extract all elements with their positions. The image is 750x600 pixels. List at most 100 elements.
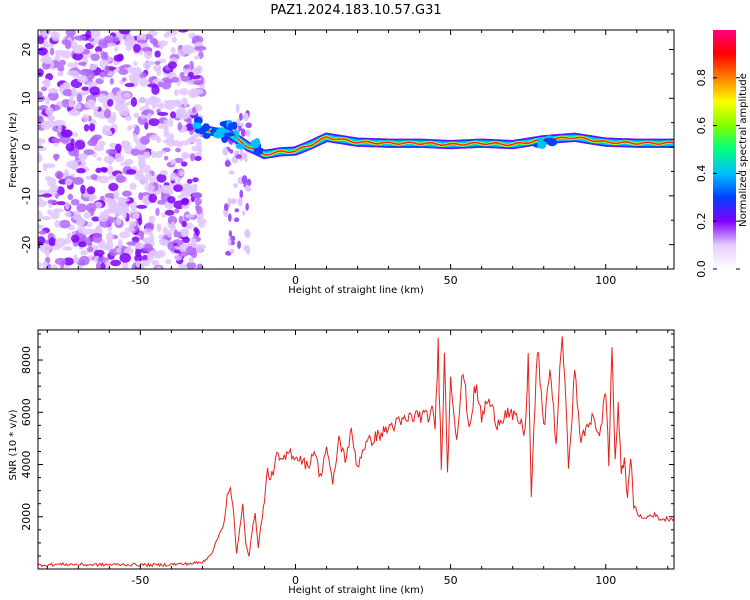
noise-blob (122, 140, 131, 148)
spectrogram-y-axis-label: Frequency (Hz) (8, 112, 19, 188)
spectrogram-plot-area (38, 30, 674, 269)
noise-blob (177, 263, 188, 269)
noise-blob (42, 43, 54, 48)
x-tick-label: 100 (595, 274, 616, 287)
noise-blob (38, 195, 43, 203)
noise-blob (73, 254, 78, 264)
noise-blob (88, 240, 93, 247)
noise-blob (99, 59, 108, 68)
noise-blob (174, 89, 180, 97)
noise-blob (239, 122, 245, 128)
noise-blob (144, 184, 155, 192)
noise-blob (100, 51, 106, 60)
noise-blob (138, 192, 144, 201)
noise-blob (155, 207, 160, 217)
noise-blob (122, 92, 132, 99)
noise-blob (151, 104, 156, 110)
spectrogram-x-axis-label: Height of straight line (km) (288, 285, 424, 296)
noise-blob (180, 229, 188, 238)
noise-blob (134, 125, 140, 135)
noise-blob (163, 32, 170, 39)
noise-blob (38, 142, 42, 147)
noise-blob (85, 30, 92, 40)
noise-blob (67, 70, 79, 77)
noise-blob (235, 154, 242, 159)
noise-blob (163, 119, 169, 127)
colorbar-tick-label: 0.6 (695, 117, 708, 135)
noise-blob (77, 61, 87, 66)
noise-blob (191, 88, 204, 95)
noise-blob (194, 244, 204, 253)
noise-blob (187, 118, 192, 126)
noise-blob (64, 211, 72, 217)
noise-blob (167, 215, 178, 225)
noise-blob (95, 167, 102, 174)
noise-blob (117, 208, 130, 213)
noise-blob (98, 140, 106, 147)
noise-blob (245, 202, 249, 211)
noise-blob (86, 186, 96, 195)
noise-blob (139, 77, 149, 88)
noise-blob (124, 227, 136, 233)
noise-blob (245, 245, 251, 255)
noise-blob (148, 215, 156, 224)
noise-blob (54, 257, 67, 266)
noise-blob (66, 232, 72, 239)
noise-blob (167, 196, 176, 204)
noise-blob (67, 193, 74, 201)
noise-blob (140, 47, 153, 52)
colorbar-tick-label: 0.0 (695, 260, 708, 278)
y-tick-label: 2000 (20, 503, 33, 531)
noise-blob (177, 106, 185, 115)
noise-blob (229, 149, 234, 154)
noise-blob (64, 202, 70, 210)
noise-blob (151, 150, 157, 159)
noise-blob (229, 248, 235, 254)
noise-blob (155, 103, 166, 108)
noise-blob (87, 37, 95, 42)
noise-blob (136, 39, 148, 44)
noise-blob (74, 35, 87, 41)
noise-blob (125, 44, 132, 51)
noise-blob (158, 124, 169, 129)
y-tick-label: 20 (20, 43, 33, 57)
noise-blob (246, 178, 252, 187)
noise-blob (121, 190, 132, 197)
noise-blob (38, 106, 44, 111)
noise-blob (243, 115, 248, 121)
noise-blob (76, 217, 86, 227)
noise-blob (140, 114, 147, 120)
noise-blob (111, 111, 117, 122)
noise-blob (97, 175, 109, 184)
noise-blob (183, 45, 195, 55)
noise-blob (38, 137, 44, 144)
noise-blob (168, 117, 174, 128)
noise-blob (54, 220, 61, 228)
noise-blob (111, 36, 120, 43)
noise-blob (54, 49, 66, 55)
noise-blob (38, 230, 47, 235)
noise-blob (181, 197, 190, 206)
noise-blob (48, 88, 59, 94)
noise-blob (163, 103, 172, 109)
noise-blob (177, 122, 183, 131)
noise-blob (167, 61, 178, 69)
noise-blob (178, 88, 189, 96)
y-tick-label: -20 (20, 236, 33, 254)
noise-blob (93, 249, 105, 257)
noise-blob (38, 152, 42, 163)
noise-blob (51, 31, 60, 42)
noise-blob (53, 119, 66, 127)
noise-blob (113, 189, 120, 200)
noise-blob (45, 107, 54, 116)
noise-blob (173, 184, 183, 192)
noise-blob (178, 170, 185, 177)
noise-blob (65, 142, 75, 152)
noise-blob (185, 222, 194, 230)
noise-blob (156, 173, 167, 183)
noise-blob (193, 132, 201, 138)
noise-blob (56, 201, 66, 206)
noise-blob (72, 176, 84, 185)
noise-blob (155, 151, 163, 159)
noise-blob (171, 36, 177, 43)
